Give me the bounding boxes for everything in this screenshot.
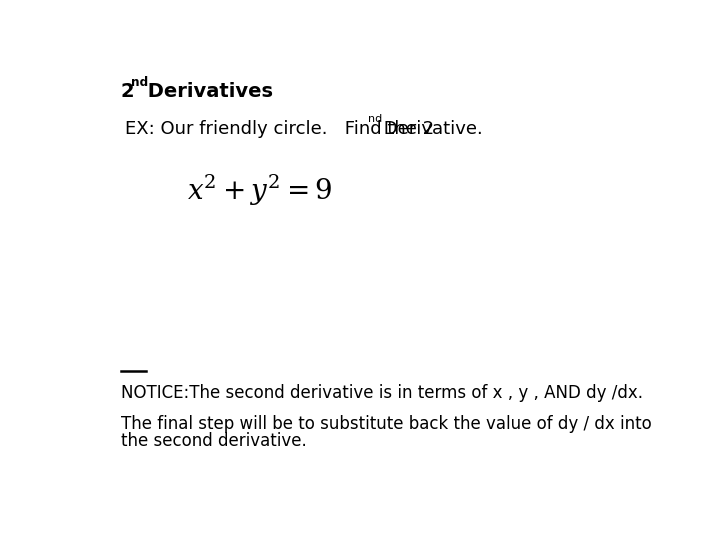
Text: 2: 2 [121, 82, 135, 101]
Text: nd: nd [368, 114, 382, 124]
Text: Derivatives: Derivatives [141, 82, 273, 101]
Text: The final step will be to substitute back the value of dy / dx into: The final step will be to substitute bac… [121, 415, 652, 433]
Text: Derivative.: Derivative. [378, 120, 483, 138]
Text: the second derivative.: the second derivative. [121, 432, 307, 450]
Text: NOTICE:The second derivative is in terms of x , y , AND dy /dx.: NOTICE:The second derivative is in terms… [121, 384, 643, 402]
Text: nd: nd [131, 76, 148, 89]
Text: $x^2 + y^2 = 9$: $x^2 + y^2 = 9$ [187, 173, 332, 208]
Text: EX: Our friendly circle.   Find the 2: EX: Our friendly circle. Find the 2 [125, 120, 434, 138]
